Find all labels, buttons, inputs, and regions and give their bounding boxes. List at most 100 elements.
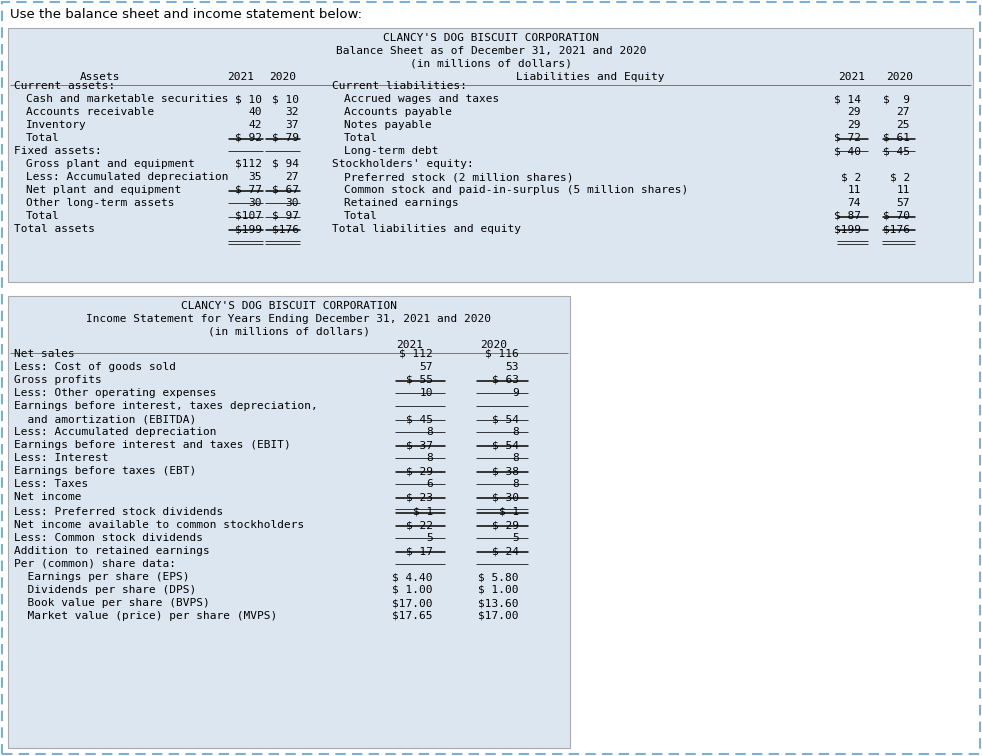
Text: Less: Taxes: Less: Taxes (14, 479, 88, 489)
Text: Use the balance sheet and income statement below:: Use the balance sheet and income stateme… (10, 8, 362, 21)
Text: Earnings per share (EPS): Earnings per share (EPS) (14, 572, 190, 582)
Text: 57: 57 (897, 198, 910, 208)
Text: Liabilities and Equity: Liabilities and Equity (516, 72, 664, 82)
Text: 11: 11 (847, 185, 861, 195)
Text: 27: 27 (286, 172, 299, 182)
Text: $107: $107 (235, 211, 262, 221)
Text: Total: Total (26, 211, 60, 221)
Text: Notes payable: Notes payable (344, 120, 432, 130)
Text: $17.00: $17.00 (478, 611, 519, 621)
Text: Current assets:: Current assets: (14, 81, 115, 91)
Text: $176: $176 (272, 224, 299, 234)
Text: Dividends per share (DPS): Dividends per share (DPS) (14, 585, 196, 595)
Text: 2021: 2021 (397, 340, 423, 350)
Text: Total: Total (26, 133, 60, 143)
Text: 32: 32 (286, 107, 299, 117)
Text: Retained earnings: Retained earnings (344, 198, 459, 208)
Text: (in millions of dollars): (in millions of dollars) (208, 327, 370, 337)
Text: Accounts payable: Accounts payable (344, 107, 452, 117)
Text: Stockholders' equity:: Stockholders' equity: (332, 159, 473, 169)
Text: Less: Common stock dividends: Less: Common stock dividends (14, 533, 203, 543)
Text: Preferred stock (2 million shares): Preferred stock (2 million shares) (344, 172, 573, 182)
Text: $199: $199 (834, 224, 861, 234)
Text: $ 1.00: $ 1.00 (478, 585, 519, 595)
Text: Market value (price) per share (MVPS): Market value (price) per share (MVPS) (14, 611, 277, 621)
Text: Earnings before interest and taxes (EBIT): Earnings before interest and taxes (EBIT… (14, 440, 291, 450)
FancyBboxPatch shape (8, 28, 973, 282)
Text: 2020: 2020 (887, 72, 913, 82)
Text: $ 72: $ 72 (834, 133, 861, 143)
Text: Total assets: Total assets (14, 224, 95, 234)
Text: 53: 53 (506, 362, 519, 372)
Text: CLANCY'S DOG BISCUIT CORPORATION: CLANCY'S DOG BISCUIT CORPORATION (383, 33, 599, 43)
Text: 5: 5 (426, 533, 433, 543)
Text: Book value per share (BVPS): Book value per share (BVPS) (14, 598, 210, 608)
Text: 30: 30 (248, 198, 262, 208)
Text: and amortization (EBITDA): and amortization (EBITDA) (14, 414, 196, 424)
Text: Cash and marketable securities: Cash and marketable securities (26, 94, 229, 104)
Text: 8: 8 (513, 427, 519, 437)
Text: Net income: Net income (14, 492, 82, 502)
Text: 30: 30 (286, 198, 299, 208)
Text: Per (common) share data:: Per (common) share data: (14, 559, 176, 569)
Text: $ 4.40: $ 4.40 (393, 572, 433, 582)
Text: $ 77: $ 77 (235, 185, 262, 195)
Text: 25: 25 (897, 120, 910, 130)
Text: $ 54: $ 54 (492, 440, 519, 450)
Text: 42: 42 (248, 120, 262, 130)
Text: $ 37: $ 37 (406, 440, 433, 450)
Text: $13.60: $13.60 (478, 598, 519, 608)
Text: 27: 27 (897, 107, 910, 117)
Text: $ 2: $ 2 (841, 172, 861, 182)
Text: 8: 8 (513, 453, 519, 463)
Text: $ 29: $ 29 (492, 520, 519, 530)
Text: $112: $112 (235, 159, 262, 169)
Text: $17.00: $17.00 (393, 598, 433, 608)
Text: Common stock and paid-in-surplus (5 million shares): Common stock and paid-in-surplus (5 mill… (344, 185, 688, 195)
Text: Fixed assets:: Fixed assets: (14, 146, 102, 156)
Text: CLANCY'S DOG BISCUIT CORPORATION: CLANCY'S DOG BISCUIT CORPORATION (181, 301, 397, 311)
Text: $ 29: $ 29 (406, 466, 433, 476)
Text: Assets: Assets (80, 72, 120, 82)
Text: $ 116: $ 116 (485, 349, 519, 359)
Text: Less: Accumulated depreciation: Less: Accumulated depreciation (14, 427, 216, 437)
Text: $ 87: $ 87 (834, 211, 861, 221)
Text: 37: 37 (286, 120, 299, 130)
Text: $ 5.80: $ 5.80 (478, 572, 519, 582)
Text: Total liabilities and equity: Total liabilities and equity (332, 224, 521, 234)
Text: 8: 8 (426, 427, 433, 437)
Text: Balance Sheet as of December 31, 2021 and 2020: Balance Sheet as of December 31, 2021 an… (336, 46, 646, 56)
Text: $ 92: $ 92 (235, 133, 262, 143)
Text: (in millions of dollars): (in millions of dollars) (410, 59, 572, 69)
Text: 11: 11 (897, 185, 910, 195)
Text: $ 55: $ 55 (406, 375, 433, 385)
Text: 40: 40 (248, 107, 262, 117)
Text: 5: 5 (513, 533, 519, 543)
Text: Earnings before taxes (EBT): Earnings before taxes (EBT) (14, 466, 196, 476)
Text: $ 112: $ 112 (400, 349, 433, 359)
Text: $ 10: $ 10 (272, 94, 299, 104)
Text: Income Statement for Years Ending December 31, 2021 and 2020: Income Statement for Years Ending Decemb… (86, 314, 492, 324)
Text: $ 30: $ 30 (492, 492, 519, 502)
Text: 10: 10 (419, 388, 433, 398)
Text: $ 1.00: $ 1.00 (393, 585, 433, 595)
Text: $ 67: $ 67 (272, 185, 299, 195)
Text: $ 45: $ 45 (406, 414, 433, 424)
Text: $ 2: $ 2 (890, 172, 910, 182)
Text: $ 63: $ 63 (492, 375, 519, 385)
Text: 2020: 2020 (269, 72, 297, 82)
Text: $ 24: $ 24 (492, 546, 519, 556)
Text: 29: 29 (847, 120, 861, 130)
Text: Current liabilities:: Current liabilities: (332, 81, 467, 91)
Text: 2021: 2021 (839, 72, 865, 82)
Text: $  9: $ 9 (883, 94, 910, 104)
Text: $17.65: $17.65 (393, 611, 433, 621)
Text: 29: 29 (847, 107, 861, 117)
Text: $ 54: $ 54 (492, 414, 519, 424)
Text: $ 14: $ 14 (834, 94, 861, 104)
Text: $176: $176 (883, 224, 910, 234)
Text: $ 40: $ 40 (834, 146, 861, 156)
FancyBboxPatch shape (8, 296, 570, 748)
Text: $ 23: $ 23 (406, 492, 433, 502)
Text: Accrued wages and taxes: Accrued wages and taxes (344, 94, 499, 104)
